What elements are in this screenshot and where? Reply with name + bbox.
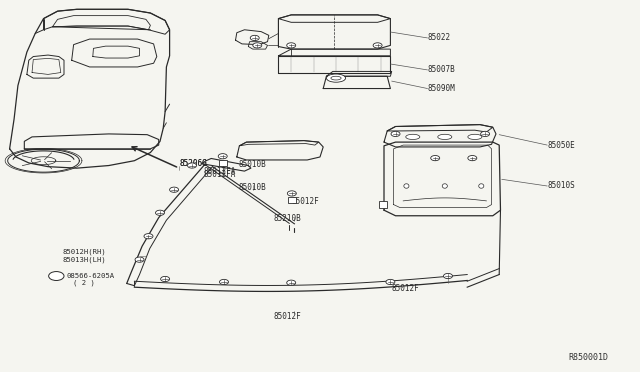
Text: 85012F: 85012F <box>274 312 301 321</box>
Circle shape <box>220 279 228 285</box>
Text: 85012H(RH): 85012H(RH) <box>63 249 106 256</box>
Circle shape <box>218 154 227 159</box>
Text: 85013H(LH): 85013H(LH) <box>63 256 106 263</box>
Text: ( 2 ): ( 2 ) <box>73 279 95 286</box>
Circle shape <box>161 276 170 282</box>
Circle shape <box>170 187 179 192</box>
Circle shape <box>431 155 440 161</box>
Text: 08566-6205A: 08566-6205A <box>67 273 115 279</box>
FancyBboxPatch shape <box>288 197 296 203</box>
Ellipse shape <box>442 184 447 188</box>
Circle shape <box>253 43 262 48</box>
Circle shape <box>481 131 490 137</box>
Circle shape <box>156 210 164 215</box>
Text: 85007B: 85007B <box>428 65 455 74</box>
Ellipse shape <box>479 184 484 188</box>
Circle shape <box>49 272 64 280</box>
Text: 85012F: 85012F <box>392 284 419 293</box>
Text: 85010B: 85010B <box>238 183 266 192</box>
Circle shape <box>468 155 477 161</box>
Circle shape <box>287 43 296 48</box>
Text: 85206G: 85206G <box>179 159 207 168</box>
Circle shape <box>250 35 259 41</box>
Text: 85090M: 85090M <box>428 84 455 93</box>
Text: S: S <box>54 273 58 279</box>
Ellipse shape <box>438 134 452 140</box>
Text: 85210B: 85210B <box>274 214 301 223</box>
Ellipse shape <box>326 74 346 82</box>
Circle shape <box>287 191 296 196</box>
Circle shape <box>373 43 382 48</box>
Text: 85050E: 85050E <box>547 141 575 150</box>
Circle shape <box>386 279 395 285</box>
Circle shape <box>287 280 296 285</box>
Text: 85012FA: 85012FA <box>204 170 236 179</box>
Circle shape <box>144 234 153 239</box>
Text: R850001D: R850001D <box>569 353 609 362</box>
Text: 85206G: 85206G <box>179 159 207 168</box>
FancyBboxPatch shape <box>218 160 227 166</box>
Circle shape <box>444 273 452 279</box>
Ellipse shape <box>404 184 409 188</box>
Ellipse shape <box>468 134 482 140</box>
Text: 85012FA: 85012FA <box>204 167 236 176</box>
FancyBboxPatch shape <box>379 201 387 208</box>
Text: 85010S: 85010S <box>547 182 575 190</box>
Text: 85010B: 85010B <box>238 160 266 169</box>
Circle shape <box>135 257 144 262</box>
Circle shape <box>391 131 400 137</box>
Ellipse shape <box>406 134 420 140</box>
Circle shape <box>188 163 196 168</box>
Text: 85022: 85022 <box>428 33 451 42</box>
Text: 85012F: 85012F <box>291 197 319 206</box>
Ellipse shape <box>331 76 341 80</box>
